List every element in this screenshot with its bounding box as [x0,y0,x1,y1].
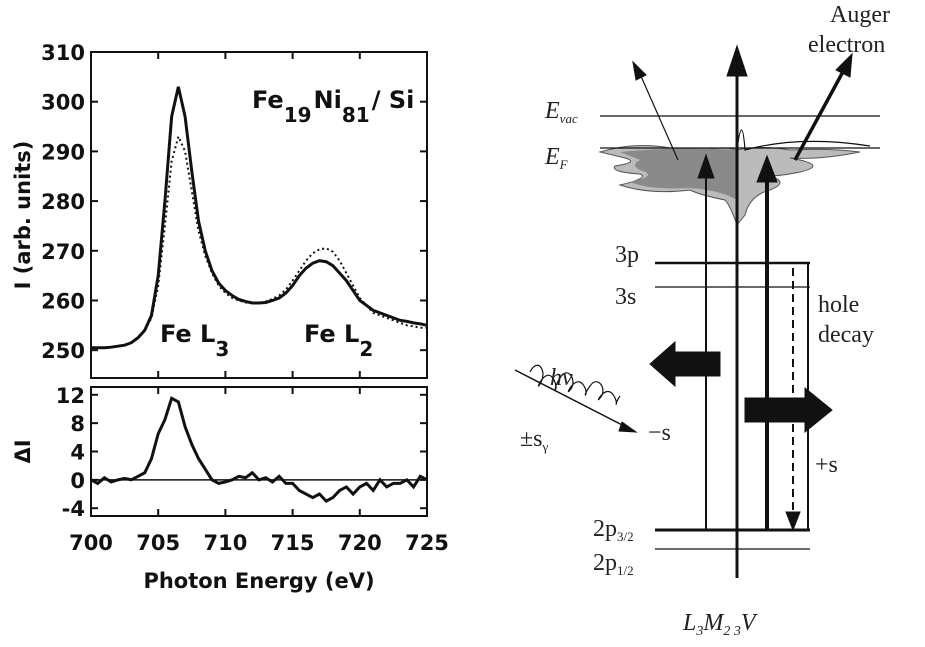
label: Evac [544,98,578,126]
diagram-labels: Auger electron Evac EF 3p 3s hole decay … [520,2,890,639]
label: hole [818,292,859,318]
label: +s [815,452,838,478]
subscript: 3 [215,337,229,361]
annotation: Fe19Ni81/ Si [252,86,414,127]
label: L3M2 3V [682,610,758,639]
photon-line [514,369,629,429]
label: EF [544,144,569,172]
annotation-part: Fe L [304,320,359,348]
y-tick-label: 12 [56,384,85,408]
y-tick-label: 260 [41,289,85,313]
arrowhead [618,421,638,433]
x-tick-label: 705 [136,531,180,555]
y-tick-label: 270 [41,240,85,264]
plot-frame [90,386,428,517]
arrowhead [785,511,801,532]
arrow-electron [639,73,679,161]
x-tick-label: 720 [338,531,382,555]
annotation-part: Fe [252,86,284,114]
y-tick-label: 280 [41,190,85,214]
arrowhead [835,52,853,78]
label: Auger [830,2,890,28]
arrowhead [697,153,715,179]
arrowhead [726,44,748,77]
y-tick-label: 300 [41,91,85,115]
label: electron [808,32,885,58]
y-axis-label: I (arb. units) [11,141,35,290]
photon-helix [529,364,621,405]
diagram [514,44,880,578]
label: ±sγ [520,426,549,454]
data-line [91,133,427,349]
subscript: 19 [284,103,312,127]
subscript: 2 [359,337,373,361]
label: 2p1/2 [593,550,634,578]
annotation-part: Ni [314,86,342,114]
x-tick-label: 700 [69,531,113,555]
subscript: 81 [342,103,370,127]
y-tick-label: -4 [62,497,85,521]
label: decay [818,322,874,348]
x-tick-label: 715 [271,531,315,555]
data-line [90,396,428,503]
spin-arrow-left [649,340,721,388]
y-tick-label: 8 [70,412,85,436]
y-tick-label: 310 [41,41,85,65]
y-tick-label: 290 [41,140,85,164]
annotation-part: / Si [372,86,415,114]
label: hν [550,365,573,391]
x-axis-label: Photon Energy (eV) [143,569,374,593]
y-tick-label: 250 [41,339,85,363]
y-axis-label: ΔI [11,439,35,463]
y-tick-label: 0 [70,469,85,493]
annotation: Fe L2 [304,320,373,361]
y-tick-label: 4 [70,441,85,465]
data-line [91,86,428,350]
label: 3p [615,242,639,268]
plot-frame [90,51,428,379]
label: −s [648,420,671,446]
x-tick-label: 710 [203,531,247,555]
label: 3s [615,284,636,310]
annotation-part: Fe L [160,320,215,348]
annotation: Fe L3 [160,320,229,361]
arrow-auger [793,67,847,161]
arrowhead [756,154,778,183]
label: 2p3/2 [593,516,634,544]
x-tick-label: 725 [405,531,449,555]
spin-arrow-right [744,386,833,434]
arrowhead [632,60,647,81]
